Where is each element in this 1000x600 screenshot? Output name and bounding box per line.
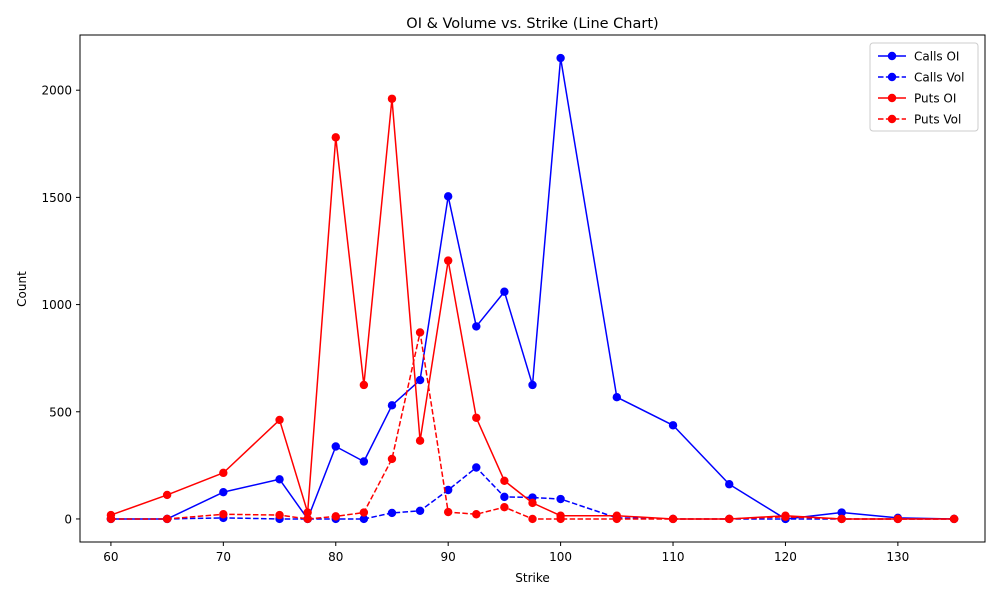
data-point: [612, 514, 622, 524]
data-point: [359, 380, 369, 390]
data-point: [556, 53, 565, 63]
data-point: [359, 514, 369, 524]
x-axis-title: Strike: [515, 571, 550, 585]
data-point: [275, 510, 284, 520]
data-point: [415, 506, 425, 516]
data-point: [837, 508, 846, 517]
data-point: [443, 507, 453, 517]
data-point: [303, 514, 312, 524]
data-point: [275, 475, 284, 484]
x-tick-label: 80: [328, 550, 343, 564]
y-tick-label: 0: [64, 512, 72, 526]
x-tick-label: 110: [662, 550, 685, 564]
data-point: [500, 287, 509, 296]
data-point: [725, 514, 734, 524]
data-point: [331, 442, 340, 451]
y-tick-label: 1500: [41, 191, 72, 205]
data-point: [668, 514, 678, 524]
data-point: [668, 421, 678, 430]
legend-label: Calls OI: [914, 50, 959, 64]
data-point: [528, 498, 537, 508]
legend-entry: Puts OI: [878, 92, 956, 106]
data-point: [443, 192, 453, 201]
legend-entry: Puts Vol: [878, 113, 961, 127]
data-point: [415, 375, 425, 385]
data-point: [556, 494, 565, 504]
plot-area: [106, 53, 959, 524]
legend-swatch-marker: [887, 114, 897, 124]
data-point: [162, 490, 172, 500]
data-point: [219, 468, 228, 478]
data-point: [219, 510, 228, 519]
legend-swatch-marker: [887, 51, 897, 61]
x-tick-label: 100: [549, 550, 572, 564]
data-point: [359, 457, 369, 466]
data-point: [106, 514, 116, 524]
data-point: [500, 476, 509, 485]
data-point: [443, 485, 453, 495]
data-point: [949, 514, 959, 524]
legend-label: Puts Vol: [914, 113, 961, 127]
data-point: [556, 514, 565, 524]
data-point: [500, 492, 509, 502]
series-line: [110, 331, 955, 520]
data-point: [415, 328, 425, 337]
legend-swatch-marker: [887, 72, 897, 82]
data-point: [472, 322, 481, 331]
data-point: [387, 401, 397, 410]
data-point: [725, 480, 734, 489]
series-0: [106, 53, 959, 524]
axes-frame: [79, 34, 986, 543]
data-point: [893, 514, 903, 524]
data-point: [612, 392, 622, 402]
data-point: [331, 133, 340, 142]
data-point: [472, 510, 481, 519]
x-tick-label: 60: [103, 550, 118, 564]
legend-swatch-marker: [887, 93, 897, 103]
y-axis-title: Count: [15, 271, 29, 307]
legend-entry: Calls OI: [878, 50, 959, 64]
data-point: [415, 436, 425, 445]
data-point: [472, 413, 481, 422]
y-tick-label: 1000: [41, 298, 72, 312]
x-tick-label: 70: [216, 550, 231, 564]
series-3: [106, 328, 959, 524]
y-tick-label: 500: [49, 405, 72, 419]
data-point: [162, 514, 172, 524]
axes: 60 70 80 90 100 110 120 130 0 500 1000 1500 2000: [41, 34, 986, 564]
data-point: [303, 508, 312, 517]
legend-box: [869, 42, 979, 132]
legend-label: Calls Vol: [914, 71, 964, 85]
legend-entry: Calls Vol: [878, 71, 964, 85]
data-point: [781, 512, 790, 522]
legend: Calls OI Calls Vol Puts OI Puts Vol: [869, 42, 979, 132]
y-tick-label: 2000: [41, 84, 72, 98]
x-tick-label: 120: [774, 550, 797, 564]
data-point: [387, 94, 397, 103]
chart-title: OI & Volume vs. Strike (Line Chart): [406, 16, 658, 32]
data-point: [528, 380, 537, 390]
data-point: [359, 508, 369, 517]
data-point: [472, 463, 481, 472]
data-point: [528, 514, 537, 524]
x-tick-label: 130: [886, 550, 909, 564]
data-point: [219, 487, 228, 497]
data-point: [331, 512, 340, 521]
data-point: [443, 256, 453, 265]
data-point: [275, 415, 284, 425]
data-point: [500, 502, 509, 512]
legend-label: Puts OI: [914, 92, 956, 106]
data-point: [837, 514, 846, 524]
x-tick-label: 90: [441, 550, 456, 564]
data-point: [387, 454, 397, 464]
data-point: [387, 508, 397, 518]
